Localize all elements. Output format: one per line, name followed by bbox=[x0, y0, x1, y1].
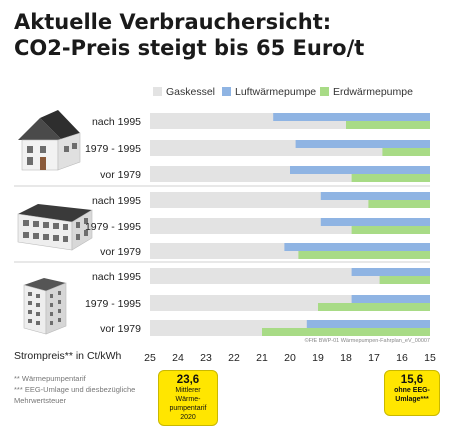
legend: Gaskessel Luftwärmepumpe Erdwärmepumpe bbox=[153, 86, 413, 98]
x-tick-label: 25 bbox=[144, 352, 156, 364]
house-icon bbox=[18, 110, 81, 171]
legend-label-gaskessel: Gaskessel bbox=[166, 86, 215, 98]
legend-label-luftwaermepumpe: Luftwärmepumpe bbox=[235, 86, 316, 98]
x-tick-label: 22 bbox=[228, 352, 240, 364]
bar-erdwaermepumpe bbox=[262, 328, 430, 336]
row-label-vor1979: vor 1979 bbox=[100, 169, 141, 181]
bar-luftwaermepumpe bbox=[295, 140, 430, 148]
legend-swatch-luftwaermepumpe bbox=[222, 87, 231, 96]
x-axis-title: Strompreis** in Ct/kWh bbox=[14, 350, 122, 362]
callout-left-line1: Mittlerer bbox=[175, 387, 201, 394]
bar-erdwaermepumpe bbox=[318, 303, 430, 311]
legend-swatch-gaskessel bbox=[153, 87, 162, 96]
callout-right-value: 15,6 bbox=[400, 374, 424, 386]
bar-erdwaermepumpe bbox=[298, 251, 430, 259]
x-tick-label: 23 bbox=[200, 352, 212, 364]
legend-swatch-erdwaermepumpe bbox=[320, 87, 329, 96]
callout-left-value: 23,6 bbox=[176, 374, 200, 386]
x-tick-label: 18 bbox=[340, 352, 352, 364]
source-note: ©FfE BWP-01 Wärmepumpen-Fahrplan_eV_0000… bbox=[305, 337, 430, 344]
callout-right-line1: ohne EEG- bbox=[394, 387, 430, 394]
bar-erdwaermepumpe bbox=[368, 200, 430, 208]
callout-heat-pump-tariff: 23,6 Mittlerer Wärme- pumpentarif 2020 bbox=[158, 370, 218, 426]
x-tick-label: 17 bbox=[368, 352, 380, 364]
row-label-1979-1995: 1979 - 1995 bbox=[85, 221, 141, 233]
bar-luftwaermepumpe bbox=[320, 192, 430, 200]
x-tick-label: 21 bbox=[256, 352, 268, 364]
footnote-1: ** Wärmepumpentarif bbox=[14, 374, 86, 383]
bar-erdwaermepumpe bbox=[382, 148, 430, 156]
bar-erdwaermepumpe bbox=[351, 226, 430, 234]
callout-right-line2: Umlage*** bbox=[395, 396, 429, 403]
bar-luftwaermepumpe bbox=[290, 166, 430, 174]
bar-erdwaermepumpe bbox=[351, 174, 430, 182]
row-label-1979-1995: 1979 - 1995 bbox=[85, 143, 141, 155]
title-line-2: CO2-Preis steigt bis 65 Euro/t bbox=[14, 36, 365, 60]
callout-left-line4: 2020 bbox=[180, 414, 196, 421]
page-title: Aktuelle Verbrauchersicht: CO2-Preis ste… bbox=[14, 9, 364, 61]
highrise-icon bbox=[23, 278, 67, 335]
bar-luftwaermepumpe bbox=[284, 243, 430, 251]
title-line-1: Aktuelle Verbrauchersicht: bbox=[14, 10, 332, 34]
bar-luftwaermepumpe bbox=[351, 295, 430, 303]
row-label-1979-1995: 1979 - 1995 bbox=[85, 298, 141, 310]
x-tick-label: 24 bbox=[172, 352, 184, 364]
bar-luftwaermepumpe bbox=[320, 218, 430, 226]
bar-luftwaermepumpe bbox=[306, 320, 430, 328]
bar-erdwaermepumpe bbox=[346, 121, 430, 129]
callout-left-line2: Wärme- bbox=[175, 396, 201, 403]
row-label-vor1979: vor 1979 bbox=[100, 246, 141, 258]
apartment-building-icon bbox=[17, 204, 93, 251]
bar-luftwaermepumpe bbox=[273, 113, 430, 121]
footnote-3: Mehrwertsteuer bbox=[14, 396, 67, 405]
x-tick-label: 16 bbox=[396, 352, 408, 364]
chart-rows: nach 1995 1979 - 1995 vor 1979 nach 1995 197… bbox=[85, 113, 430, 336]
callout-left-line3: pumpentarif bbox=[169, 405, 207, 412]
footnote-2: *** EEG-Umlage und diesbezügliche bbox=[14, 385, 136, 394]
bar-luftwaermepumpe bbox=[351, 268, 430, 276]
bar-erdwaermepumpe bbox=[379, 276, 430, 284]
x-axis-ticks: 25 24 23 22 21 20 19 18 17 16 15 bbox=[144, 352, 436, 364]
x-tick-label: 19 bbox=[312, 352, 324, 364]
row-label-nach1995: nach 1995 bbox=[92, 195, 141, 207]
callout-without-eeg: 15,6 ohne EEG- Umlage*** bbox=[384, 370, 440, 416]
row-label-nach1995: nach 1995 bbox=[92, 271, 141, 283]
row-label-nach1995: nach 1995 bbox=[92, 116, 141, 128]
legend-label-erdwaermepumpe: Erdwärmepumpe bbox=[333, 86, 413, 98]
row-label-vor1979: vor 1979 bbox=[100, 323, 141, 335]
x-tick-label: 20 bbox=[284, 352, 296, 364]
x-tick-label: 15 bbox=[424, 352, 436, 364]
